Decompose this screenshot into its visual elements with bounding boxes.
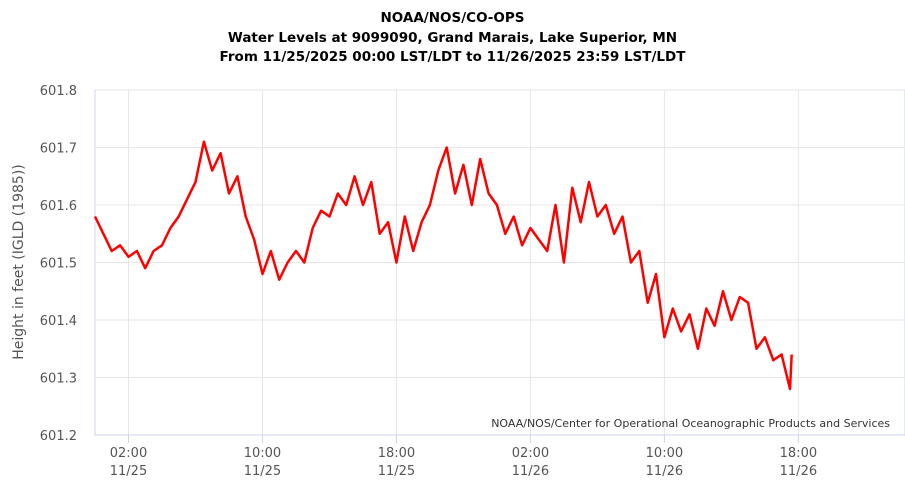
x-tick-time: 10:00 [244, 446, 281, 461]
x-tick-time: 02:00 [110, 446, 147, 461]
x-tick-time: 02:00 [512, 446, 549, 461]
x-tick-time: 18:00 [378, 446, 415, 461]
y-tick-label: 601.8 [40, 84, 77, 99]
chart-title-line-3: From 11/25/2025 00:00 LST/LDT to 11/26/2… [219, 49, 686, 65]
x-tick-date: 11/25 [244, 464, 281, 479]
x-tick-date: 11/26 [780, 464, 817, 479]
y-tick-label: 601.2 [40, 429, 77, 444]
x-tick-date: 11/25 [110, 464, 147, 479]
y-axis-title: Height in feet (IGLD (1985)) [11, 164, 27, 360]
y-tick-label: 601.6 [40, 199, 77, 214]
x-tick-date: 11/26 [646, 464, 683, 479]
y-tick-label: 601.4 [40, 314, 77, 329]
x-tick-time: 10:00 [646, 446, 683, 461]
x-tick-date: 11/25 [378, 464, 415, 479]
chart-title-line-1: NOAA/NOS/CO-OPS [380, 10, 525, 26]
chart-title-line-2: Water Levels at 9099090, Grand Marais, L… [227, 30, 678, 46]
y-tick-label: 601.3 [40, 372, 77, 387]
water-level-series-line [93, 140, 793, 391]
credit-text: NOAA/NOS/Center for Operational Oceanogr… [491, 417, 890, 430]
y-tick-label: 601.5 [40, 257, 77, 272]
x-tick-time: 18:00 [780, 446, 817, 461]
y-tick-label: 601.7 [40, 142, 77, 157]
x-tick-date: 11/26 [512, 464, 549, 479]
